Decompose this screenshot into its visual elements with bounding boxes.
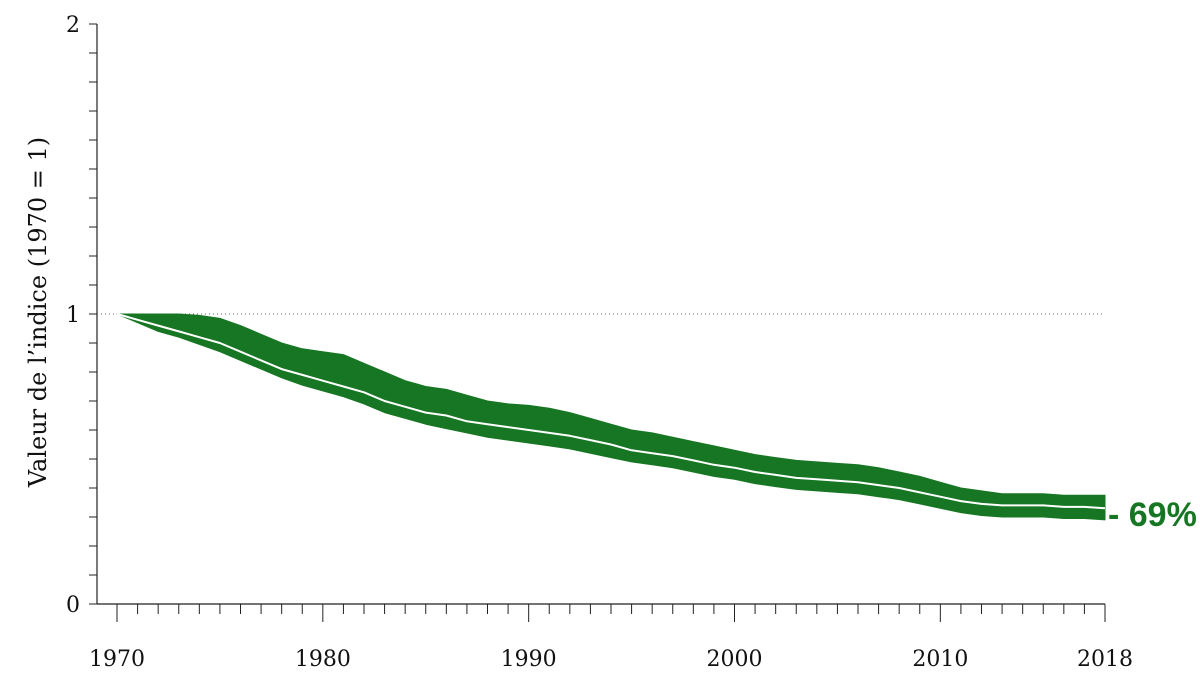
x-tick-label: 1970 <box>89 647 145 672</box>
x-tick-label: 1980 <box>295 647 351 672</box>
y-tick-labels: 0 1 2 <box>66 13 80 618</box>
y-tick-label: 0 <box>66 593 80 618</box>
y-tick-label: 1 <box>66 303 80 328</box>
end-change-label: - 69% <box>1108 496 1197 534</box>
x-tick-label: 1990 <box>501 647 557 672</box>
x-tick-label: 2010 <box>912 647 968 672</box>
x-tick-label: 2018 <box>1077 647 1133 672</box>
ticks <box>89 23 1106 622</box>
x-tick-label: 2000 <box>707 647 763 672</box>
y-tick-label: 2 <box>66 13 80 38</box>
y-axis-title: Valeur de l’indice (1970 = 1) <box>24 137 52 488</box>
x-tick-labels: 1970 1980 1990 2000 2010 2018 <box>89 647 1133 672</box>
confidence-band <box>116 313 1106 521</box>
trend-line <box>116 313 1106 510</box>
